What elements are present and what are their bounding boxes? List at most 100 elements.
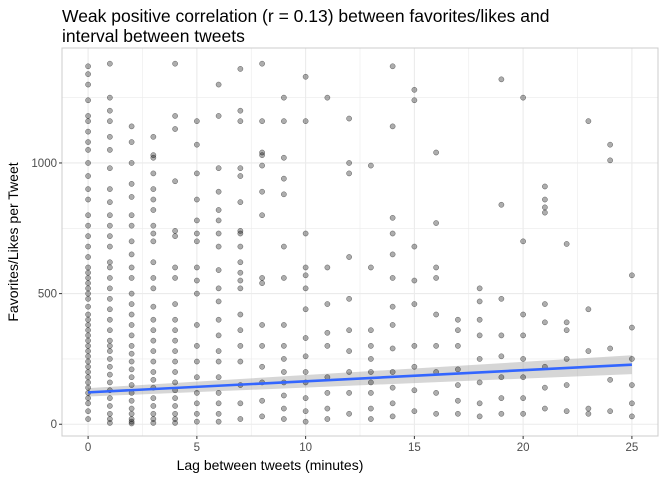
data-point — [324, 390, 331, 396]
data-point — [85, 408, 91, 415]
data-point — [237, 243, 244, 250]
data-point — [85, 343, 91, 349]
data-point — [542, 209, 548, 216]
data-point — [498, 410, 505, 417]
data-point — [107, 343, 113, 349]
data-point — [520, 374, 526, 381]
data-point — [520, 311, 526, 318]
data-point — [324, 405, 331, 412]
data-point — [85, 147, 91, 153]
data-point — [476, 332, 483, 339]
data-point — [629, 356, 635, 362]
data-point — [150, 222, 157, 229]
data-point — [128, 290, 135, 297]
data-point — [281, 356, 287, 362]
data-point — [281, 392, 287, 399]
data-point — [281, 94, 287, 101]
data-point — [107, 371, 113, 378]
data-point — [85, 97, 91, 104]
data-point — [172, 228, 178, 234]
data-point — [281, 118, 287, 125]
data-point — [194, 118, 200, 125]
data-point — [411, 277, 418, 284]
y-axis-title: Favorites/Likes per Tweet — [5, 162, 21, 321]
data-point — [128, 238, 135, 245]
data-point — [150, 207, 157, 213]
data-point — [302, 353, 309, 360]
data-point — [563, 356, 570, 362]
data-point — [476, 413, 483, 420]
data-point — [85, 332, 91, 339]
data-point — [498, 332, 505, 339]
data-point — [389, 275, 396, 281]
data-point — [346, 390, 352, 396]
data-point — [281, 191, 287, 198]
data-point — [368, 343, 374, 349]
data-point — [302, 418, 309, 425]
data-point — [498, 201, 505, 208]
data-point — [172, 113, 178, 119]
data-point — [629, 400, 635, 407]
data-point — [237, 165, 244, 172]
data-point — [107, 395, 113, 401]
data-point — [150, 259, 157, 266]
data-point — [476, 316, 483, 323]
data-point — [194, 277, 200, 284]
data-point — [128, 418, 135, 425]
data-point — [324, 343, 331, 349]
data-point — [172, 379, 178, 386]
data-point — [542, 405, 548, 412]
data-point — [346, 115, 352, 122]
data-point — [215, 285, 222, 292]
data-point — [607, 141, 613, 148]
data-point — [324, 264, 331, 271]
data-point — [128, 264, 135, 271]
data-point — [107, 118, 113, 125]
data-point — [215, 418, 222, 425]
data-point — [215, 298, 222, 305]
data-point — [107, 363, 113, 370]
data-point — [368, 327, 374, 334]
data-point — [259, 162, 265, 169]
data-point — [128, 251, 135, 258]
data-point — [194, 290, 200, 297]
data-point — [107, 285, 113, 292]
x-tick-label: 25 — [625, 442, 638, 454]
data-point — [607, 376, 613, 383]
data-point — [433, 220, 439, 226]
data-point — [585, 410, 592, 417]
data-point — [302, 285, 309, 292]
data-point — [237, 118, 244, 125]
data-point — [85, 81, 91, 88]
data-point — [85, 379, 91, 386]
data-point — [389, 413, 396, 420]
data-point — [172, 126, 178, 132]
data-point — [107, 243, 113, 250]
data-point — [128, 410, 135, 417]
data-point — [368, 162, 374, 169]
data-point — [107, 275, 113, 281]
data-point — [107, 233, 113, 239]
data-point — [389, 63, 396, 70]
data-point — [85, 63, 91, 70]
trend-line — [88, 363, 632, 394]
data-point — [302, 306, 309, 313]
data-point — [128, 275, 135, 281]
data-point — [85, 264, 91, 271]
data-point — [172, 275, 178, 281]
x-tick-label: 20 — [517, 442, 530, 454]
data-point — [368, 264, 374, 271]
data-point — [85, 327, 91, 334]
data-point — [172, 358, 178, 365]
data-point — [150, 170, 157, 177]
data-point — [237, 173, 244, 179]
data-point — [107, 199, 113, 206]
data-point — [215, 113, 222, 119]
data-point — [107, 107, 113, 114]
data-point — [368, 369, 374, 375]
data-point — [520, 238, 526, 245]
data-point — [85, 139, 91, 145]
data-point — [85, 173, 91, 179]
data-point — [85, 322, 91, 328]
data-point — [455, 316, 461, 323]
